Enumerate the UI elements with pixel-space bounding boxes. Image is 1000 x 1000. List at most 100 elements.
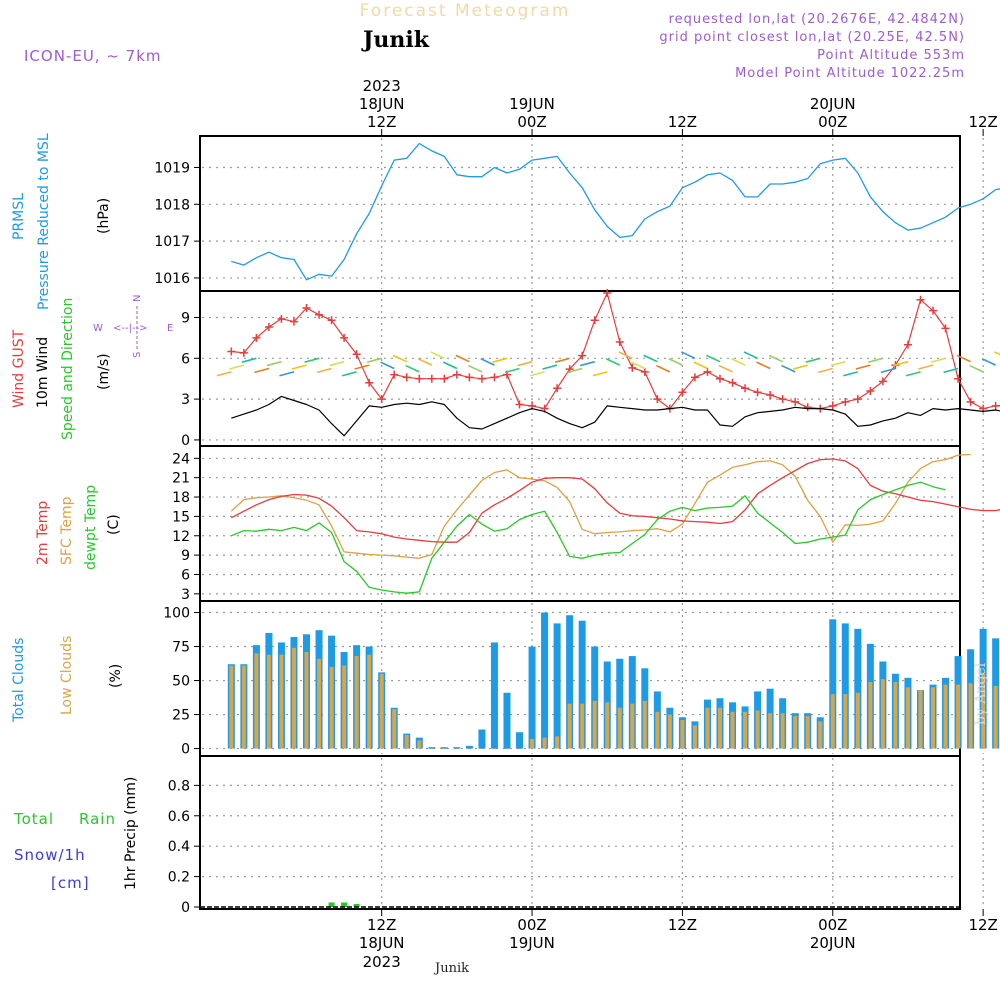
- wind-arrow: [768, 354, 783, 363]
- gust-point: [941, 324, 950, 333]
- total-cloud-bar: [478, 729, 486, 749]
- gust-point: [628, 363, 637, 372]
- wind-arrow: [392, 354, 408, 363]
- wind-arrow: [793, 364, 808, 370]
- rain-bar: [328, 902, 335, 907]
- low-cloud-bar: [567, 703, 572, 749]
- wind-arrow: [517, 360, 533, 367]
- low-cloud-bar: [580, 703, 585, 749]
- low-cloud-bar: [818, 721, 823, 749]
- low-cloud-bar: [667, 714, 672, 749]
- total-cloud-bar: [490, 642, 498, 749]
- time-label-date: 20JUN: [810, 95, 856, 113]
- y-tick-label: 1018: [154, 197, 190, 213]
- wind-arrow: [567, 367, 583, 374]
- low-cloud-bar: [705, 707, 710, 749]
- wind-arrow: [743, 351, 758, 360]
- low-cloud-bar: [793, 715, 798, 749]
- wind-arrow: [605, 358, 621, 366]
- gust-point: [715, 374, 724, 383]
- low-cloud-bar: [880, 679, 885, 749]
- wind-arrow: [341, 371, 357, 377]
- wind-unit: (m/s): [96, 353, 112, 390]
- gust-series-line: [231, 292, 1000, 410]
- wind-arrow: [956, 354, 971, 363]
- wind-arrow: [668, 358, 683, 366]
- y-tick-label: 1017: [154, 234, 190, 250]
- gust-point: [578, 351, 587, 360]
- wind-arrow: [830, 360, 846, 367]
- y-tick-label: 0.4: [168, 839, 190, 855]
- total-cloud-bar: [541, 612, 549, 749]
- gust-point: [239, 348, 248, 357]
- wind-arrow: [843, 371, 859, 377]
- low-cloud-bar: [805, 715, 810, 749]
- gust-point: [615, 337, 624, 346]
- gust-point: [390, 370, 399, 379]
- low-cloud-bar: [442, 748, 447, 750]
- gust-point: [590, 316, 599, 325]
- wind-arrow: [554, 357, 570, 363]
- gust-point: [327, 316, 336, 325]
- low-cloud-bar: [592, 700, 597, 749]
- wind-arrow: [681, 351, 696, 360]
- gust-point: [515, 400, 524, 409]
- gust-point: [828, 401, 837, 410]
- y-tick-label: 0.8: [168, 778, 190, 794]
- wind-arrow: [592, 371, 608, 377]
- wind-arrow: [630, 361, 646, 370]
- time-label-hour: 12Z: [968, 916, 997, 934]
- wind-arrow: [492, 357, 508, 363]
- wind-arrow: [380, 361, 395, 370]
- gust-point: [415, 374, 424, 383]
- gust-point: [966, 397, 975, 406]
- y-tick-label: 100: [163, 606, 190, 622]
- y-tick-label: 0: [181, 900, 190, 916]
- sfc-temp-series-line: [230, 453, 971, 559]
- low-cloud-bar: [830, 694, 835, 749]
- time-label-date: 20JUN: [810, 934, 856, 952]
- low-cloud-bar: [855, 692, 860, 749]
- low-cloud-bar: [266, 654, 271, 749]
- compass-arrows: <--|-->: [113, 323, 148, 334]
- wind-arrow: [329, 360, 345, 367]
- wind-arrow: [930, 357, 946, 363]
- low-cloud-bar: [379, 673, 384, 749]
- gust-point: [878, 377, 887, 386]
- precip-rain-label: Rain: [79, 810, 116, 828]
- low-cloud-bar: [317, 658, 322, 749]
- gust-point: [490, 373, 499, 382]
- gust-point: [778, 395, 787, 404]
- low-cloud-bar: [680, 719, 685, 749]
- wind-dir-label: Speed and Direction: [60, 298, 76, 440]
- wind-arrow: [455, 354, 470, 363]
- gust-point: [640, 367, 649, 376]
- y-tick-label: 0: [181, 433, 190, 449]
- low-cloud-bar: [517, 748, 522, 750]
- y-tick-label: 12: [172, 529, 190, 545]
- wind-arrow: [216, 371, 232, 377]
- wind-arrow: [893, 360, 909, 367]
- low-cloud-bar: [530, 739, 535, 749]
- y-tick-label: 6: [181, 567, 190, 583]
- wind-arrow: [643, 354, 658, 363]
- gust-point: [289, 317, 298, 326]
- wind-arrow: [781, 364, 796, 373]
- model-altitude: Model Point Altitude 1022.25m: [735, 66, 965, 81]
- wind-arrow: [417, 358, 433, 366]
- temp-sfc-label: SFC Temp: [59, 496, 75, 565]
- low-cloud-bar: [968, 683, 973, 749]
- wind-arrow: [969, 364, 984, 373]
- total-cloud-bar: [516, 732, 524, 749]
- wind-arrow: [818, 367, 833, 374]
- gust-point: [841, 397, 850, 406]
- gust-point: [477, 374, 486, 383]
- wind-arrow: [279, 371, 295, 377]
- gust-point: [427, 374, 436, 383]
- requested-coords: requested lon,lat (20.2676E, 42.4842N): [669, 12, 965, 27]
- gust-point: [929, 306, 938, 315]
- total-cloud-bar: [628, 656, 636, 749]
- y-tick-label: 9: [181, 310, 190, 326]
- low-cloud-bar: [905, 687, 910, 749]
